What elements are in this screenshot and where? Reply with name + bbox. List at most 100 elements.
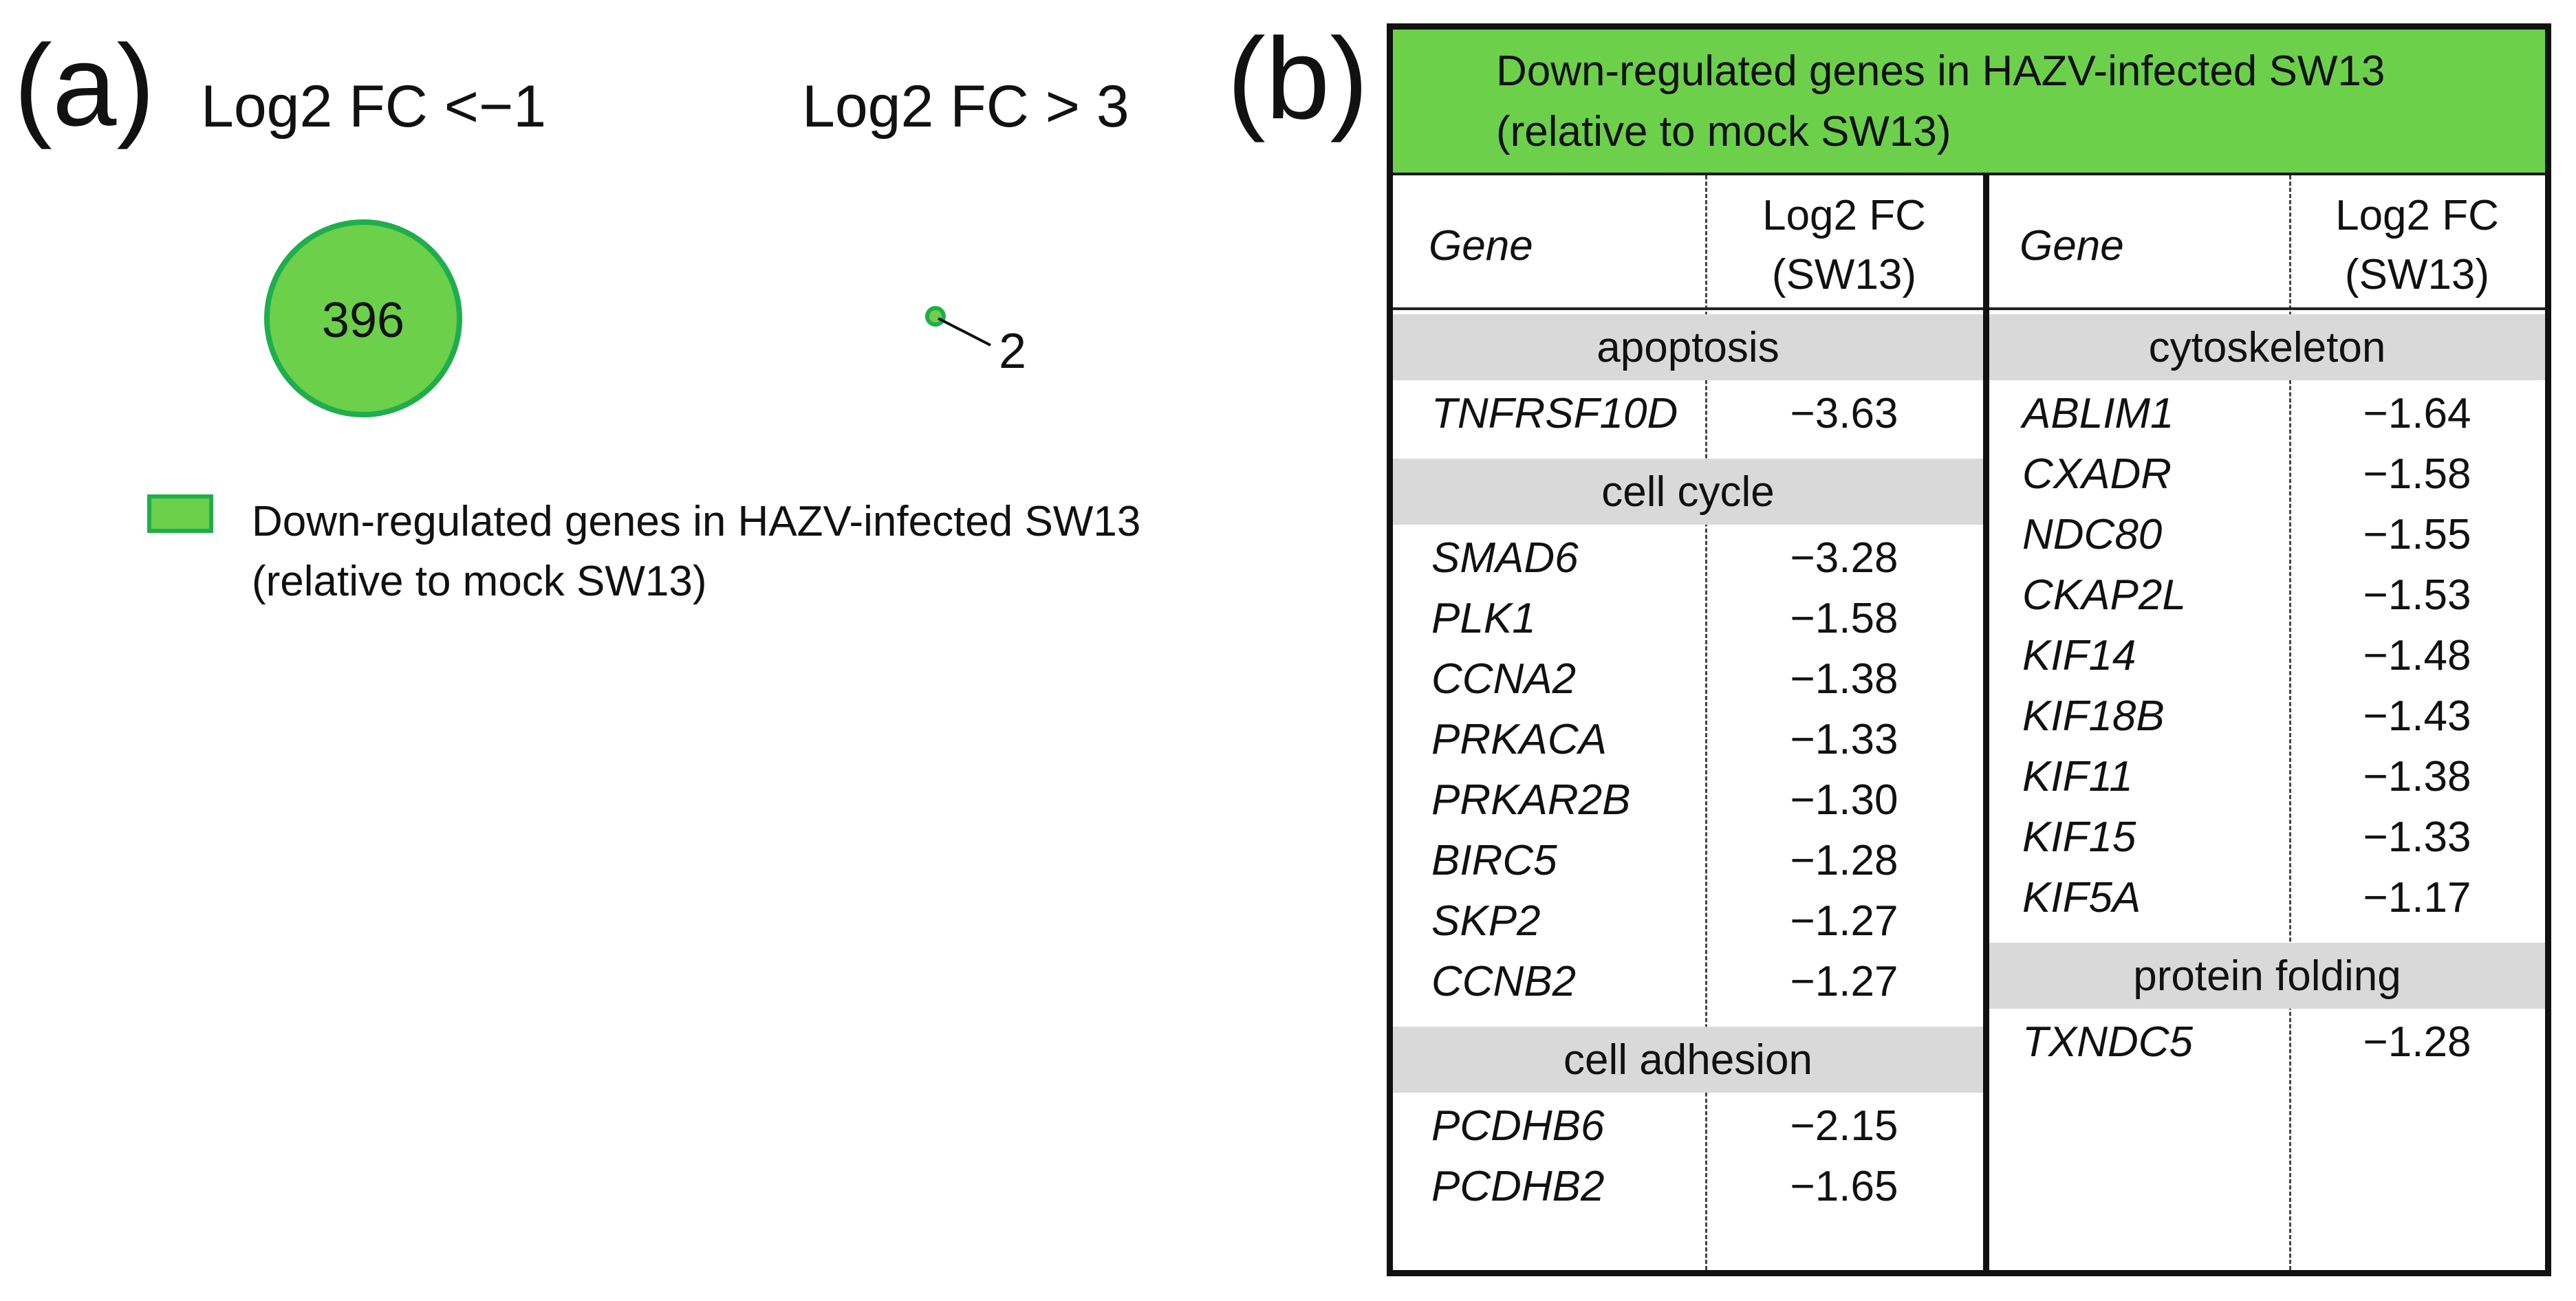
log2fc-value: −1.30 — [1790, 776, 1898, 824]
legend-label-line2: (relative to mock SW13) — [252, 558, 707, 605]
table-row: KIF5A −1.17 — [1989, 870, 2545, 930]
column-divider — [1705, 175, 1707, 1270]
table-row: KIF15 −1.33 — [1989, 809, 2545, 870]
gene-name: KIF15 — [2022, 813, 2136, 861]
log2fc-value: −1.27 — [1790, 958, 1898, 1005]
column-header-value-line1: Log2 FC — [1762, 192, 1926, 239]
category-label: protein folding — [2133, 952, 2401, 1000]
gene-name: KIF18B — [2022, 692, 2165, 740]
column-header-value-line2: (SW13) — [2344, 251, 2490, 298]
column-divider — [2289, 175, 2291, 1270]
category-header: protein folding — [1989, 943, 2545, 1009]
log2fc-value: −3.63 — [1790, 390, 1898, 437]
gene-name: PCDHB6 — [1431, 1102, 1605, 1150]
table-row: ABLIM1 −1.64 — [1989, 386, 2545, 446]
gene-name: BIRC5 — [1431, 837, 1557, 884]
category-label: apoptosis — [1597, 324, 1779, 371]
venn-leader-line — [938, 317, 991, 347]
gene-name: CXADR — [2022, 450, 2172, 498]
table-right-half: Gene Log2 FC (SW13) cytoskeleton ABLIM1 −1… — [1989, 175, 2545, 1270]
log2fc-value: −1.53 — [2363, 571, 2471, 619]
table-row: PCDHB2 −1.65 — [1393, 1159, 1983, 1219]
gene-name: TNFRSF10D — [1431, 390, 1678, 437]
table-row: CCNB2 −1.27 — [1393, 954, 1983, 1014]
venn-title-left: Log2 FC <−1 — [201, 74, 547, 140]
table-row: KIF18B −1.43 — [1989, 688, 2545, 749]
gene-name: NDC80 — [2022, 511, 2163, 558]
log2fc-value: −3.28 — [1790, 534, 1898, 582]
venn-count-small: 2 — [999, 324, 1026, 379]
log2fc-value: −1.28 — [2363, 1018, 2471, 1066]
table-row: KIF14 −1.48 — [1989, 628, 2545, 688]
venn-count-large: 396 — [322, 293, 404, 348]
venn-title-right: Log2 FC > 3 — [802, 74, 1129, 140]
log2fc-value: −1.33 — [2363, 813, 2471, 861]
gene-name: KIF11 — [2022, 753, 2133, 800]
table-row: KIF11 −1.38 — [1989, 749, 2545, 809]
column-header-row: Gene Log2 FC (SW13) — [1393, 175, 1983, 310]
log2fc-value: −2.15 — [1790, 1102, 1898, 1150]
category-label: cell cycle — [1601, 468, 1775, 516]
log2fc-value: −1.33 — [1790, 716, 1898, 763]
column-header-value-line2: (SW13) — [1771, 251, 1917, 298]
log2fc-value: −1.17 — [2363, 874, 2471, 921]
gene-name: PRKAR2B — [1431, 776, 1631, 824]
column-header-gene: Gene — [1429, 222, 1533, 270]
gene-name: KIF5A — [2022, 874, 2141, 921]
venn-diagram: 396 2 — [264, 219, 1026, 417]
gene-name: PRKACA — [1431, 716, 1607, 763]
gene-name: CCNA2 — [1431, 655, 1577, 703]
gene-name: CKAP2L — [2022, 571, 2186, 619]
category-label: cell adhesion — [1563, 1036, 1812, 1084]
log2fc-value: −1.38 — [1790, 655, 1898, 703]
category-header: cytoskeleton — [1989, 314, 2545, 380]
category-header: apoptosis — [1393, 314, 1983, 380]
table-row: PRKAR2B −1.30 — [1393, 772, 1983, 833]
table-row: CKAP2L −1.53 — [1989, 567, 2545, 628]
log2fc-value: −1.38 — [2363, 753, 2471, 800]
legend-label-line1: Down-regulated genes in HAZV-infected SW… — [252, 498, 1141, 545]
category-header: cell adhesion — [1393, 1027, 1983, 1093]
gene-name: CCNB2 — [1431, 958, 1577, 1005]
gene-name: ABLIM1 — [2022, 390, 2174, 437]
log2fc-value: −1.55 — [2363, 511, 2471, 558]
venn-circle-small — [925, 306, 946, 327]
table-row: TXNDC5 −1.28 — [1989, 1014, 2545, 1075]
table-row: SMAD6 −3.28 — [1393, 530, 1983, 591]
log2fc-value: −1.27 — [1790, 897, 1898, 945]
table-row: CCNA2 −1.38 — [1393, 651, 1983, 712]
table-title-line1: Down-regulated genes in HAZV-infected SW… — [1496, 47, 2385, 95]
log2fc-value: −1.48 — [2363, 632, 2471, 679]
column-header-gene: Gene — [2020, 222, 2124, 270]
log2fc-value: −1.28 — [1790, 837, 1898, 884]
table-row: PRKACA −1.33 — [1393, 712, 1983, 772]
table-row: BIRC5 −1.28 — [1393, 833, 1983, 893]
category-header: cell cycle — [1393, 459, 1983, 525]
gene-name: PLK1 — [1431, 595, 1536, 642]
legend-swatch — [147, 494, 213, 533]
table-row: SKP2 −1.27 — [1393, 893, 1983, 954]
table-row: NDC80 −1.55 — [1989, 507, 2545, 567]
gene-name: SMAD6 — [1431, 534, 1579, 582]
log2fc-value: −1.58 — [1790, 595, 1898, 642]
venn-circle-large — [264, 219, 462, 417]
table-row: CXADR −1.58 — [1989, 446, 2545, 507]
table-center-divider — [1983, 175, 1989, 1270]
table-row: PLK1 −1.58 — [1393, 591, 1983, 651]
panel-a: (a) Log2 FC <−1 Log2 FC > 3 396 2 Down-r… — [14, 21, 1141, 605]
log2fc-value: −1.64 — [2363, 390, 2471, 437]
gene-name: PCDHB2 — [1431, 1163, 1605, 1210]
column-header-row: Gene Log2 FC (SW13) — [1989, 175, 2545, 310]
gene-name: KIF14 — [2022, 632, 2136, 679]
table-row: PCDHB6 −2.15 — [1393, 1098, 1983, 1159]
gene-table: Down-regulated genes in HAZV-infected SW… — [1387, 23, 2551, 1276]
log2fc-value: −1.58 — [2363, 450, 2471, 498]
table-title-line2: (relative to mock SW13) — [1496, 108, 1951, 155]
panel-a-letter: (a) — [14, 21, 155, 150]
gene-name: SKP2 — [1431, 897, 1541, 945]
category-label: cytoskeleton — [2148, 324, 2386, 371]
panel-b-letter: (b) — [1227, 14, 1369, 143]
table-row: TNFRSF10D −3.63 — [1393, 386, 1983, 446]
log2fc-value: −1.65 — [1790, 1163, 1898, 1210]
log2fc-value: −1.43 — [2363, 692, 2471, 740]
